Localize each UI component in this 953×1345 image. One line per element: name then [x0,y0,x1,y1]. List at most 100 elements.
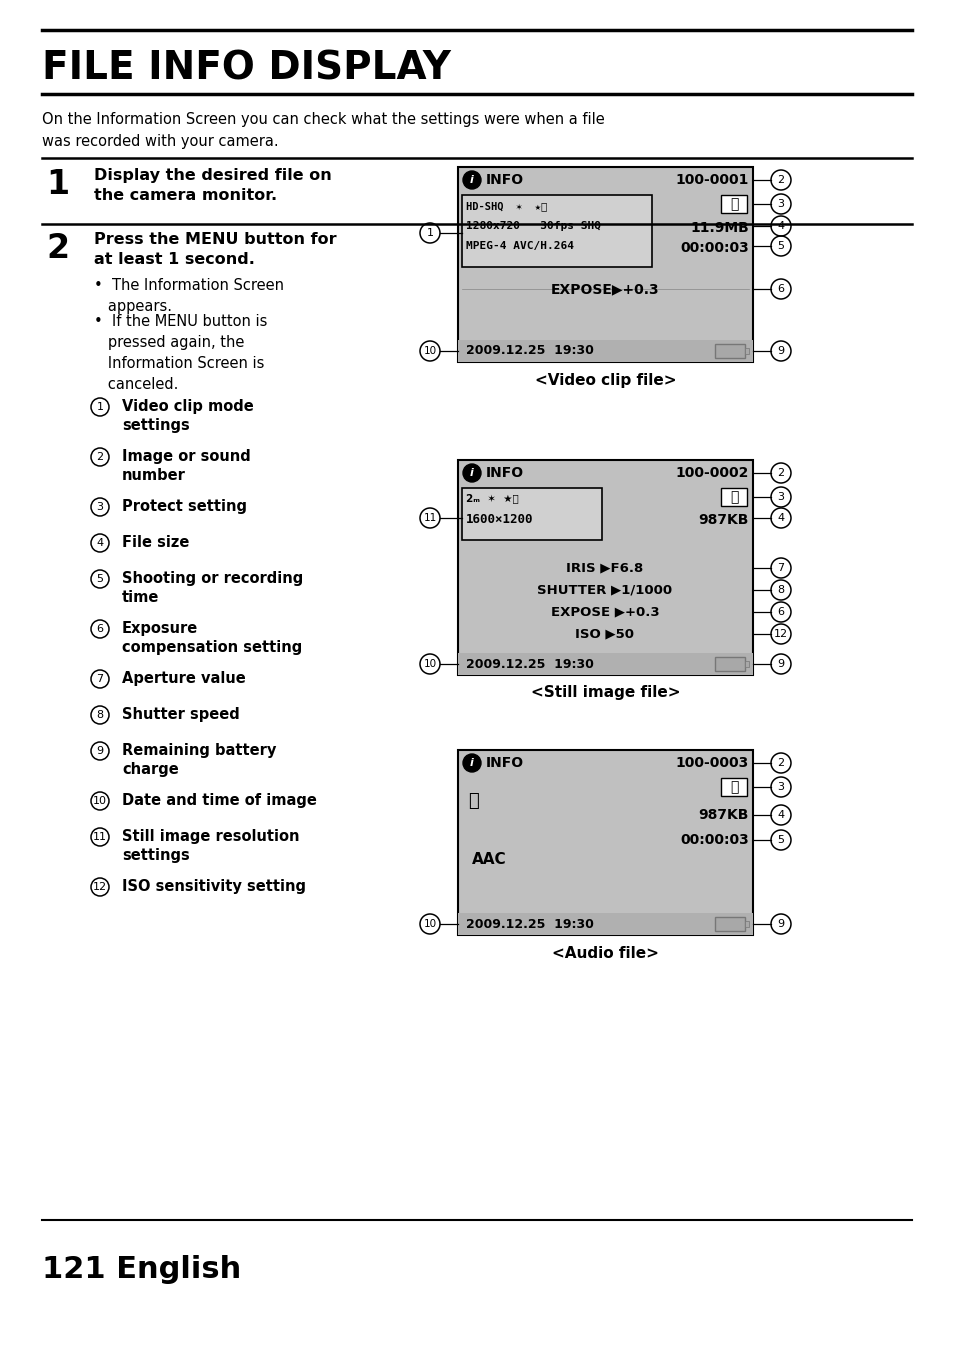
Text: ISO sensitivity setting: ISO sensitivity setting [122,880,306,894]
Text: 12: 12 [92,882,107,892]
Text: 9: 9 [777,919,783,929]
Text: 12: 12 [773,629,787,639]
Text: 4: 4 [96,538,104,547]
FancyBboxPatch shape [744,660,748,667]
Text: 1: 1 [96,402,103,412]
Circle shape [462,464,480,482]
FancyBboxPatch shape [744,921,748,927]
Text: 1: 1 [46,168,69,200]
Text: 6: 6 [96,624,103,633]
Text: Press the MENU button for
at least 1 second.: Press the MENU button for at least 1 sec… [94,231,336,268]
FancyBboxPatch shape [714,344,744,358]
Text: 2009.12.25  19:30: 2009.12.25 19:30 [465,917,594,931]
Text: •  If the MENU button is
   pressed again, the
   Information Screen is
   cance: • If the MENU button is pressed again, t… [94,313,267,391]
FancyBboxPatch shape [457,654,752,675]
Text: 5: 5 [777,241,783,252]
Text: 11.9MB: 11.9MB [690,221,748,235]
Text: i: i [470,759,474,768]
Text: 6: 6 [777,284,783,295]
FancyBboxPatch shape [461,195,651,268]
Text: MPEG-4 AVC/H.264: MPEG-4 AVC/H.264 [465,241,574,252]
Text: 1280x720   30fps SHQ: 1280x720 30fps SHQ [465,221,600,231]
Text: 100-0001: 100-0001 [675,174,748,187]
Text: 11: 11 [92,833,107,842]
Text: <Audio file>: <Audio file> [552,946,659,960]
Text: IRIS ▶F6.8: IRIS ▶F6.8 [566,561,643,574]
Text: INFO: INFO [485,465,523,480]
Text: INFO: INFO [485,174,523,187]
Text: 100-0002: 100-0002 [675,465,748,480]
Text: 11: 11 [423,512,436,523]
FancyBboxPatch shape [744,348,748,354]
Text: 7: 7 [96,674,104,685]
FancyBboxPatch shape [720,488,746,506]
Text: 2: 2 [777,759,783,768]
Text: Image or sound
number: Image or sound number [122,449,251,483]
Text: 8: 8 [777,585,783,594]
FancyBboxPatch shape [714,917,744,931]
Text: 2: 2 [777,175,783,186]
Text: 9: 9 [96,746,104,756]
FancyBboxPatch shape [457,460,752,675]
Text: 10: 10 [423,346,436,356]
Text: 1: 1 [426,229,433,238]
Text: 8: 8 [96,710,104,720]
Text: 10: 10 [423,919,436,929]
Text: FILE INFO DISPLAY: FILE INFO DISPLAY [42,48,451,87]
Text: 4: 4 [777,810,783,820]
Text: Aperture value: Aperture value [122,671,246,686]
Text: 6: 6 [777,607,783,617]
FancyBboxPatch shape [720,195,746,213]
Text: <Still image file>: <Still image file> [530,686,679,701]
FancyBboxPatch shape [720,777,746,796]
Text: 9: 9 [777,659,783,668]
Text: File size: File size [122,535,190,550]
Text: Shooting or recording
time: Shooting or recording time [122,572,303,605]
Text: i: i [470,468,474,477]
Text: 🎤: 🎤 [468,792,478,810]
Text: 987KB: 987KB [698,808,748,822]
Text: ISO ▶50: ISO ▶50 [575,628,634,640]
Text: ⚿: ⚿ [729,490,738,504]
FancyBboxPatch shape [457,751,752,935]
Text: INFO: INFO [485,756,523,769]
Circle shape [462,755,480,772]
Text: 7: 7 [777,564,783,573]
Text: 00:00:03: 00:00:03 [679,241,748,256]
Text: <Video clip file>: <Video clip file> [535,373,676,387]
Text: 9: 9 [777,346,783,356]
Text: 2009.12.25  19:30: 2009.12.25 19:30 [465,658,594,671]
Text: ⚿: ⚿ [729,196,738,211]
Text: 4: 4 [777,512,783,523]
Text: Protect setting: Protect setting [122,499,247,514]
Text: Video clip mode
settings: Video clip mode settings [122,399,253,433]
Text: 121 English: 121 English [42,1255,241,1284]
FancyBboxPatch shape [457,340,752,362]
Text: 4: 4 [777,221,783,231]
Circle shape [462,171,480,190]
Text: 3: 3 [777,492,783,502]
Text: 3: 3 [96,502,103,512]
FancyBboxPatch shape [457,913,752,935]
Text: EXPOSE▶+0.3: EXPOSE▶+0.3 [550,282,659,296]
Text: 100-0003: 100-0003 [675,756,748,769]
Text: Date and time of image: Date and time of image [122,794,316,808]
Text: i: i [470,175,474,186]
Text: 5: 5 [96,574,103,584]
Text: Remaining battery
charge: Remaining battery charge [122,742,276,777]
Text: 00:00:03: 00:00:03 [679,833,748,847]
Text: 10: 10 [423,659,436,668]
Text: 3: 3 [777,781,783,792]
Text: HD-SHQ  ✶  ★🎥: HD-SHQ ✶ ★🎥 [465,200,547,211]
Text: Display the desired file on
the camera monitor.: Display the desired file on the camera m… [94,168,332,203]
Text: 5: 5 [777,835,783,845]
Text: 3: 3 [777,199,783,208]
Text: 2ₘ  ✶  ★🎥: 2ₘ ✶ ★🎥 [465,494,518,503]
Text: Exposure
compensation setting: Exposure compensation setting [122,621,302,655]
Text: SHUTTER ▶1/1000: SHUTTER ▶1/1000 [537,584,672,596]
Text: 1600×1200: 1600×1200 [465,512,533,526]
Text: Shutter speed: Shutter speed [122,707,239,722]
Text: 2: 2 [96,452,104,461]
Text: 2: 2 [46,231,69,265]
Text: Still image resolution
settings: Still image resolution settings [122,829,299,863]
